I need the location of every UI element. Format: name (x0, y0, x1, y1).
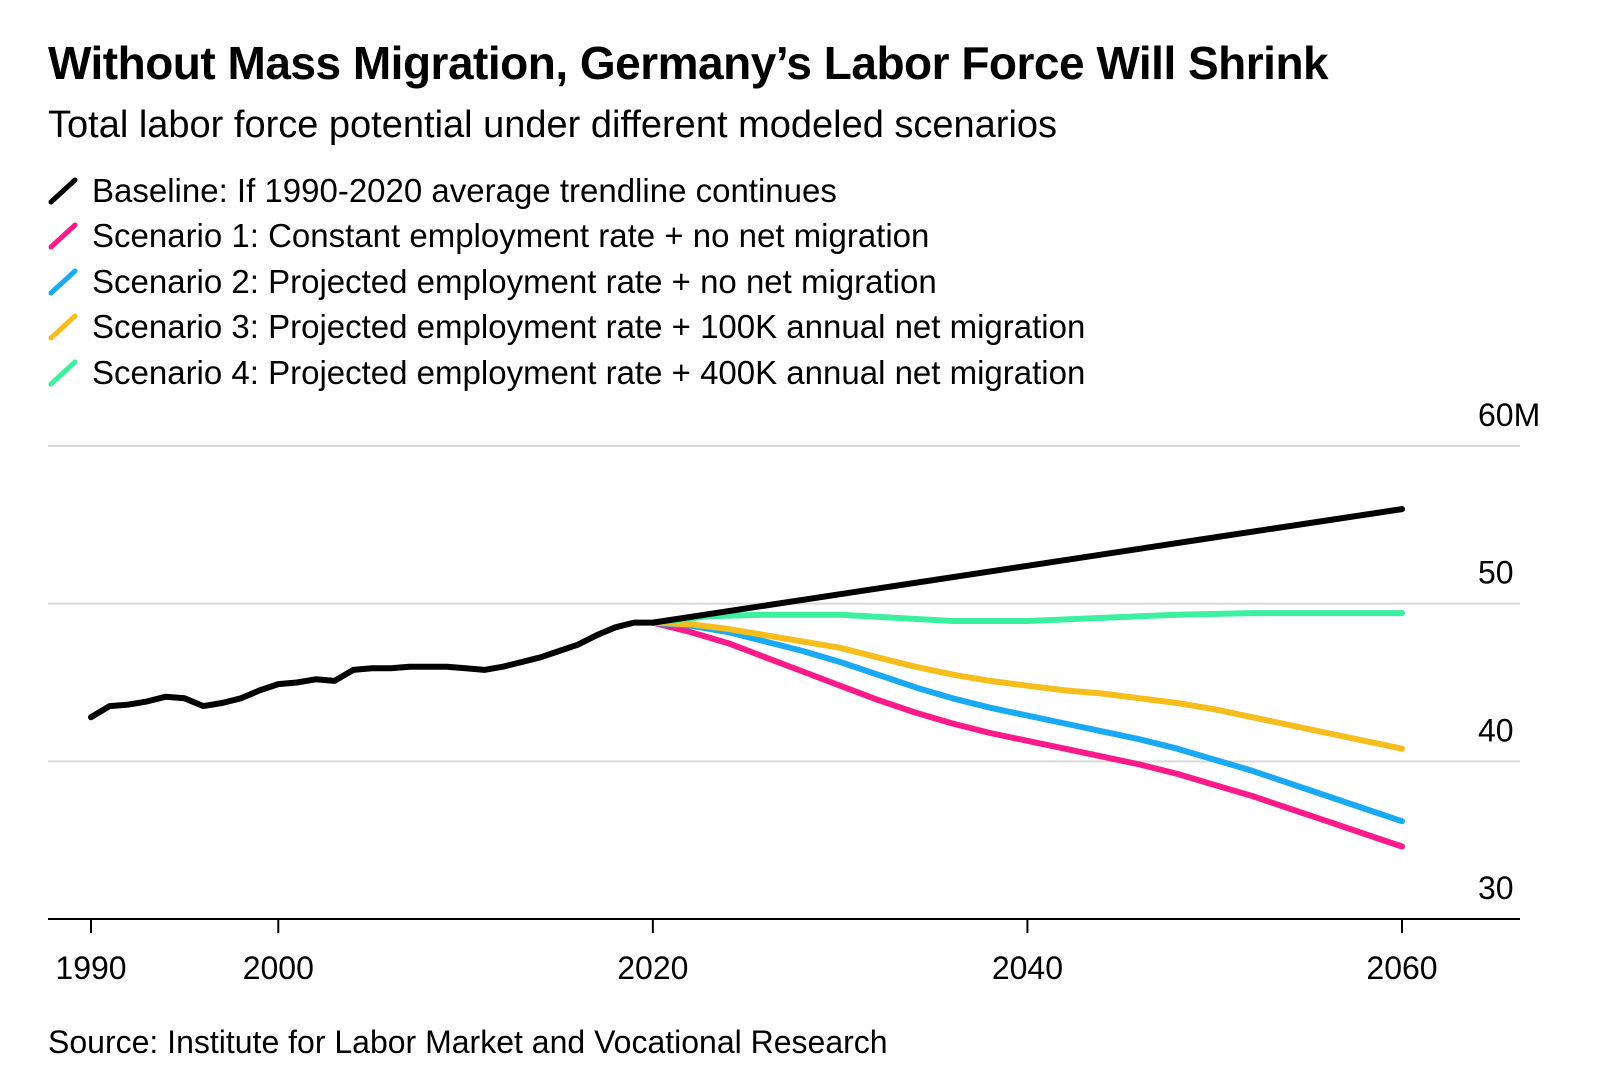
series-line-baseline (88, 506, 1405, 721)
x-tick-label-2000: 2000 (243, 950, 314, 986)
legend-item-scenario-2: Scenario 2: Projected employment rate + … (48, 259, 1085, 305)
x-tick-label-2040: 2040 (992, 950, 1063, 986)
legend-label-scenario-4: Scenario 4: Projected employment rate + … (92, 353, 1086, 391)
legend-swatch-scenario-2 (48, 268, 78, 296)
legend: Baseline: If 1990-2020 average trendline… (48, 168, 1085, 396)
series-line-scenario-2 (649, 619, 1405, 825)
legend-swatch-line-scenario-2 (48, 268, 78, 296)
source-note: Source: Institute for Labor Market and V… (48, 1024, 888, 1060)
y-tick-label-50: 50 (1478, 555, 1514, 591)
chart-subtitle: Total labor force potential under differ… (48, 104, 1058, 146)
y-tick-label-60: 60M (1478, 397, 1540, 433)
legend-label-baseline: Baseline: If 1990-2020 average trendline… (92, 171, 837, 209)
legend-swatch-baseline (48, 177, 78, 205)
x-tick-label-2060: 2060 (1366, 950, 1437, 986)
series-line-scenario-3 (649, 619, 1405, 752)
series-line-scenario-4 (649, 610, 1405, 626)
legend-swatch-scenario-1 (48, 222, 78, 250)
legend-swatch-line-scenario-4 (48, 359, 78, 387)
y-tick-label-30: 30 (1478, 870, 1514, 906)
legend-label-scenario-1: Scenario 1: Constant employment rate + n… (92, 217, 930, 255)
legend-swatch-scenario-4 (48, 359, 78, 387)
legend-swatch-scenario-3 (48, 313, 78, 341)
legend-swatch-line-baseline (48, 177, 78, 205)
legend-swatch-line-scenario-3 (48, 313, 78, 341)
series-line-scenario-1 (649, 619, 1405, 850)
legend-item-scenario-1: Scenario 1: Constant employment rate + n… (48, 214, 1085, 260)
legend-swatch-line-scenario-1 (48, 222, 78, 250)
chart-title: Without Mass Migration, Germany’s Labor … (48, 37, 1329, 89)
legend-item-scenario-4: Scenario 4: Projected employment rate + … (48, 350, 1085, 396)
x-tick-label-1990: 1990 (55, 950, 126, 986)
legend-label-scenario-3: Scenario 3: Projected employment rate + … (92, 308, 1086, 346)
x-tick-label-2020: 2020 (617, 950, 688, 986)
legend-label-scenario-2: Scenario 2: Projected employment rate + … (92, 262, 937, 300)
legend-item-baseline: Baseline: If 1990-2020 average trendline… (48, 168, 1085, 214)
legend-item-scenario-3: Scenario 3: Projected employment rate + … (48, 305, 1085, 351)
y-tick-label-40: 40 (1478, 712, 1514, 748)
